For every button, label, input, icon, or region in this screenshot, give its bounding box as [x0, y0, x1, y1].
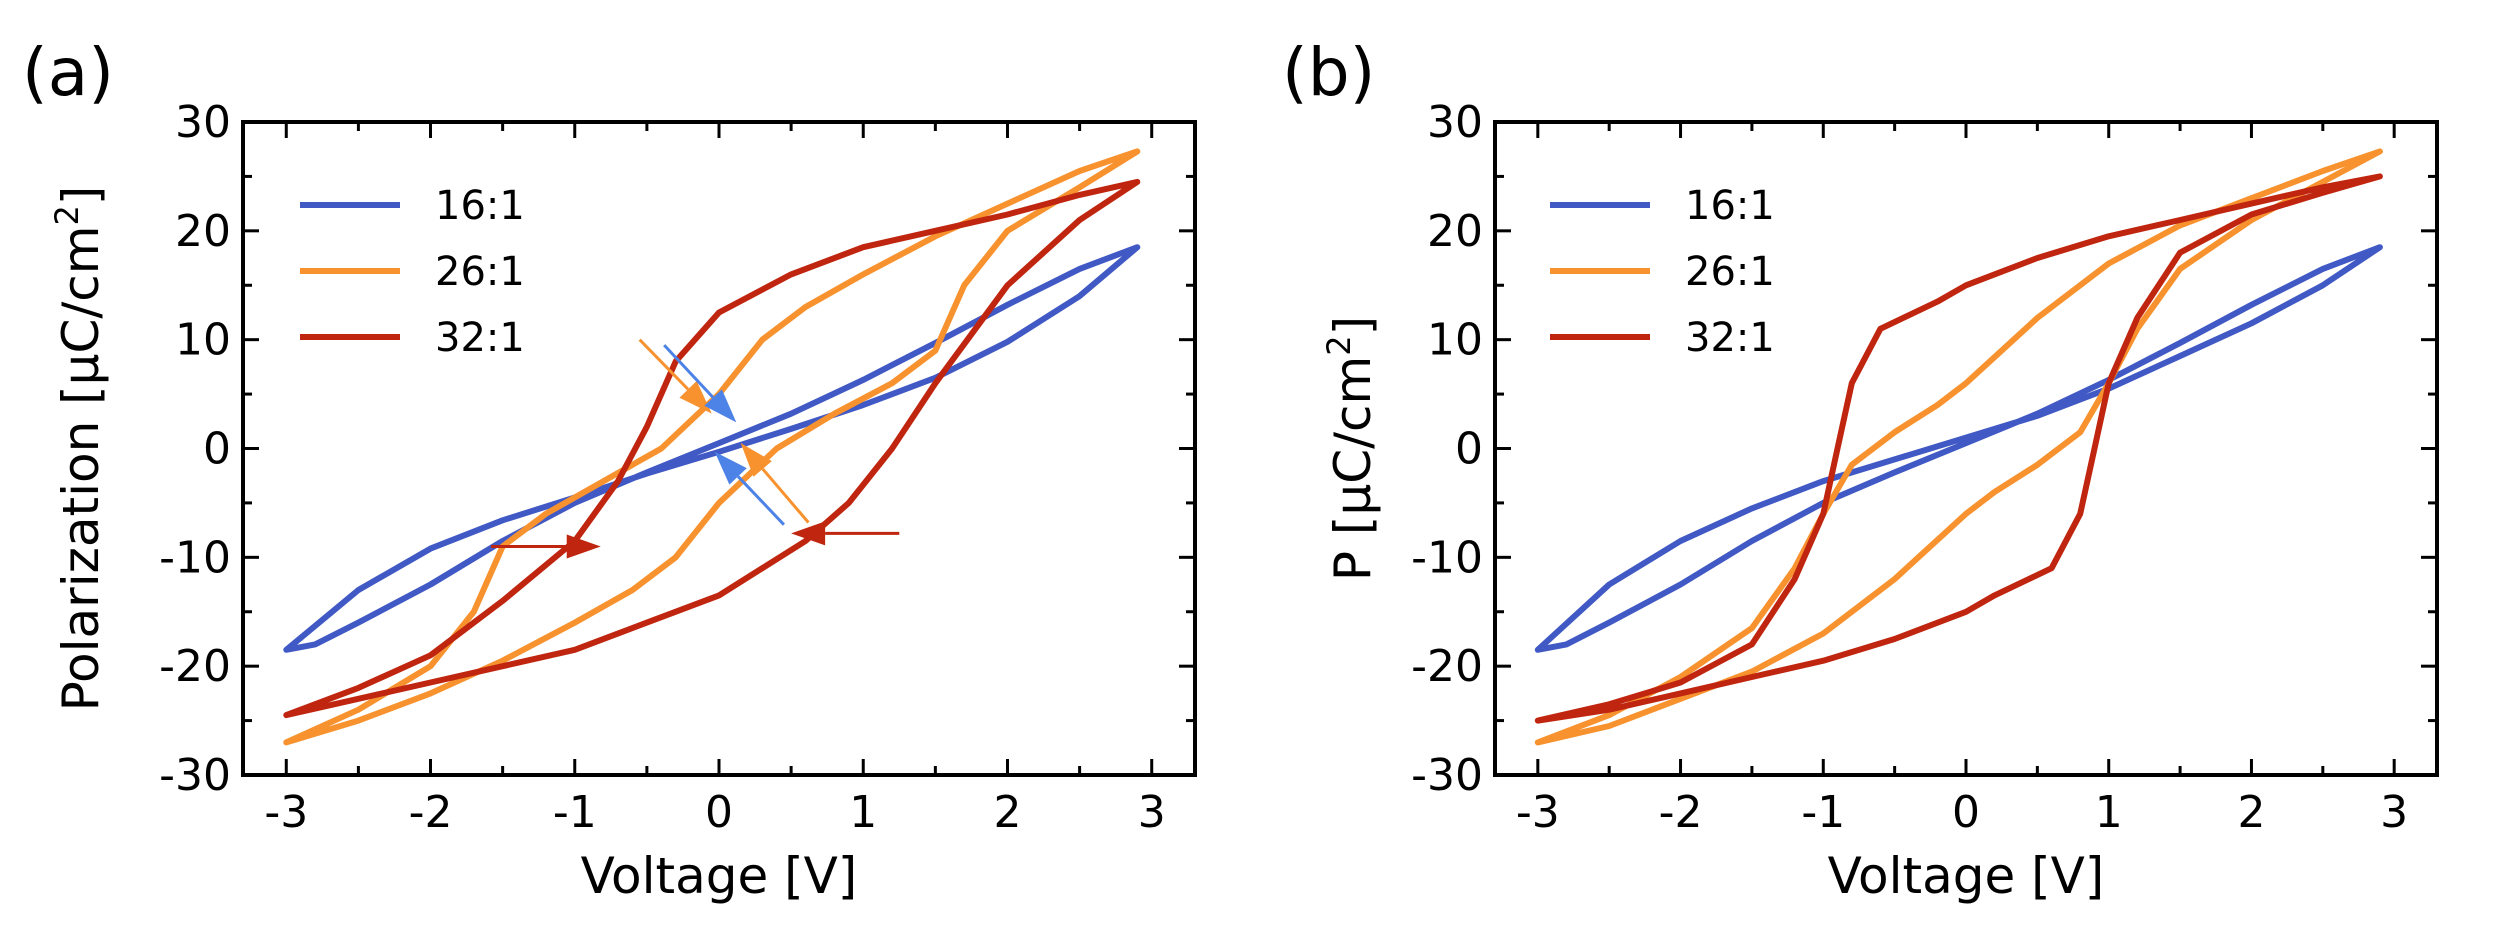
y-axis-label-end: ]: [1324, 316, 1382, 336]
annotation-arrow: [714, 451, 785, 526]
legend-label: 32:1: [1685, 315, 1775, 361]
y-tick-label: -10: [159, 532, 231, 583]
y-tick-label: 10: [1427, 315, 1483, 366]
y-tick-label: 0: [1455, 424, 1483, 475]
arrow-shaft: [638, 338, 690, 391]
x-tick-label: 0: [1952, 787, 1980, 838]
x-tick-label: 1: [2095, 787, 2123, 838]
annotation-arrow: [638, 338, 712, 414]
y-axis-label: P [μC/cm2]: [1320, 316, 1382, 581]
y-tick-label: 10: [175, 315, 231, 366]
x-tick-label: -2: [1659, 787, 1703, 838]
y-axis-label-main: Polarization [μC/cm: [52, 226, 110, 712]
legend-label: 16:1: [1685, 183, 1775, 229]
y-tick-label: 0: [203, 424, 231, 475]
x-tick-label: -1: [553, 787, 597, 838]
y-tick-label: 20: [175, 206, 231, 257]
annotation-arrow: [663, 344, 737, 423]
series-line-16-1: [1534, 244, 2383, 653]
panel-label: (a): [22, 34, 114, 111]
y-axis-label: Polarization [μC/cm2]: [48, 186, 110, 712]
y-axis-label-superscript: 2: [48, 205, 86, 225]
y-axis-label-superscript: 2: [1320, 335, 1358, 355]
series-line-32-1: [283, 178, 1141, 719]
arrow-head: [704, 389, 737, 423]
x-tick-label: -1: [1801, 787, 1845, 838]
legend-label: 32:1: [435, 315, 525, 361]
x-tick-label: 0: [705, 787, 733, 838]
arrow-shaft: [736, 475, 785, 526]
legend: 16:1 26:1 32:1: [300, 183, 525, 361]
arrow-shaft: [761, 467, 810, 524]
y-tick-label: 20: [1427, 206, 1483, 257]
x-tick-label: 3: [1138, 787, 1166, 838]
legend-label: 26:1: [1685, 249, 1775, 295]
series-line-26-1: [283, 148, 1141, 746]
legend-label: 16:1: [435, 183, 525, 229]
annotation-arrow: [791, 521, 900, 546]
legend: 16:1 26:1 32:1: [1550, 183, 1775, 361]
y-axis-label-end: ]: [52, 186, 110, 206]
x-tick-label: -2: [409, 787, 453, 838]
y-axis-label-main: P [μC/cm: [1324, 356, 1382, 581]
x-tick-label: 3: [2380, 787, 2408, 838]
y-tick-label: -30: [1411, 750, 1483, 801]
x-tick-label: 2: [993, 787, 1021, 838]
x-tick-label: 2: [2237, 787, 2265, 838]
arrow-head: [740, 443, 772, 477]
y-tick-label: -30: [159, 750, 231, 801]
series-line-16-1: [283, 244, 1141, 653]
y-tick-label: 30: [1427, 97, 1483, 148]
annotation-arrow: [740, 443, 810, 524]
series-line-32-1: [1534, 173, 2383, 724]
x-axis-label: Voltage [V]: [1828, 847, 2105, 905]
arrow-shaft: [663, 344, 715, 399]
arrow-head: [714, 451, 747, 485]
annotation-arrow: [491, 534, 601, 559]
x-tick-label: -3: [264, 787, 308, 838]
plot-frame: [1493, 120, 2439, 777]
y-tick-label: -20: [1411, 641, 1483, 692]
arrow-head: [679, 380, 712, 414]
legend-label: 26:1: [435, 249, 525, 295]
panel-label: (b): [1282, 34, 1375, 111]
y-tick-label: -20: [159, 641, 231, 692]
arrow-head: [791, 521, 826, 546]
x-tick-label: 1: [849, 787, 877, 838]
y-tick-label: 30: [175, 97, 231, 148]
x-axis-label: Voltage [V]: [581, 847, 858, 905]
x-tick-label: -3: [1516, 787, 1560, 838]
arrow-head: [566, 534, 601, 559]
y-tick-label: -10: [1411, 532, 1483, 583]
